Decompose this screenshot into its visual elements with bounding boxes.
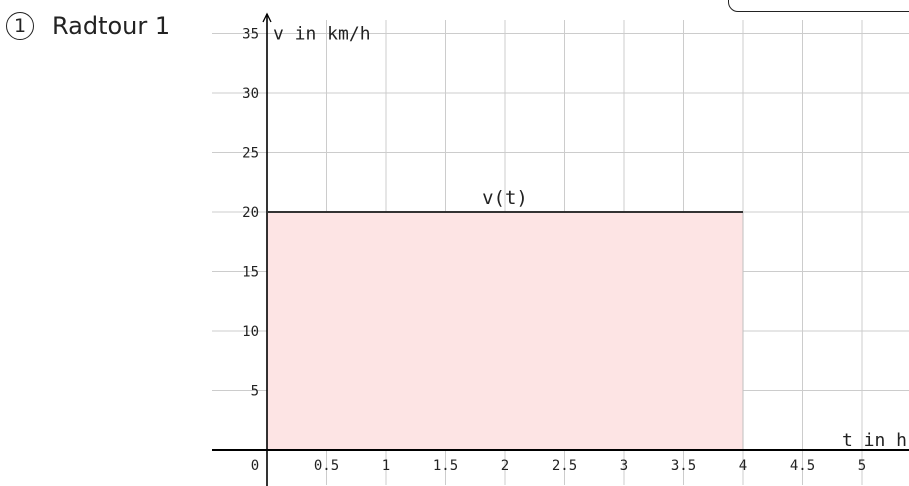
y-tick-label: 15	[242, 265, 259, 281]
y-tick-label: 25	[242, 146, 259, 162]
y-axis-label: v in km/h	[273, 24, 371, 45]
x-tick-label: 2	[501, 458, 509, 474]
x-tick-label: 3.5	[671, 458, 696, 474]
y-tick-label: 10	[242, 324, 259, 340]
area-under-curve	[267, 212, 743, 450]
x-tick-label: 1.5	[433, 458, 458, 474]
series-label: v(t)	[482, 187, 528, 209]
input-box-fragment	[728, 0, 909, 12]
x-tick-label: 4.5	[790, 458, 815, 474]
x-tick-label: 0	[251, 458, 259, 474]
y-tick-label: 30	[242, 86, 259, 102]
y-tick-label: 20	[242, 205, 259, 221]
x-tick-label: 2.5	[552, 458, 577, 474]
y-tick-label: 5	[251, 384, 259, 400]
y-axis-arrow	[262, 12, 272, 23]
x-tick-label: 3	[620, 458, 628, 474]
x-tick-label: 0.5	[314, 458, 339, 474]
task-heading: 1 Radtour 1	[6, 8, 170, 44]
x-tick-label: 5	[858, 458, 866, 474]
x-tick-label: 1	[382, 458, 390, 474]
x-axis-label: t in h	[842, 430, 907, 451]
task-number-badge: 1	[6, 12, 34, 40]
task-title: Radtour 1	[52, 12, 171, 40]
y-tick-label: 35	[242, 27, 259, 43]
x-tick-label: 4	[739, 458, 747, 474]
